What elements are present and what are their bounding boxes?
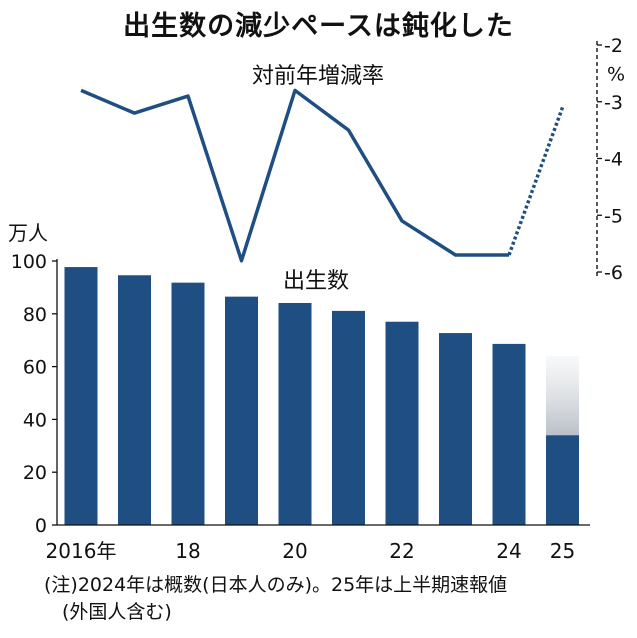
x-tick-label: 18 bbox=[175, 539, 200, 563]
left-tick-label: 80 bbox=[23, 304, 47, 326]
bar bbox=[332, 310, 365, 525]
bars bbox=[57, 267, 590, 526]
bar-series-label: 出生数 bbox=[283, 269, 349, 294]
bar bbox=[118, 275, 151, 525]
bar bbox=[492, 343, 526, 525]
bar bbox=[385, 321, 419, 525]
left-tick-label: 40 bbox=[23, 409, 47, 431]
left-unit-label: 万人 bbox=[8, 221, 48, 245]
left-tick-label: 100 bbox=[11, 251, 47, 273]
rate-line-dashed bbox=[507, 106, 565, 256]
chart-title: 出生数の減少ペースは鈍化した bbox=[123, 11, 514, 42]
left-tick-label: 60 bbox=[23, 357, 47, 379]
right-tick-label: -5 bbox=[604, 205, 623, 227]
x-tick-label: 20 bbox=[282, 539, 307, 563]
bar bbox=[64, 267, 98, 525]
footnote-1: (注)2024年は概数(日本人のみ)。25年は上半期速報値 bbox=[44, 574, 508, 596]
line-series-label: 対前年増減率 bbox=[252, 64, 384, 89]
rate-line-solid bbox=[80, 88, 509, 263]
bar bbox=[171, 282, 205, 525]
right-unit-label: % bbox=[607, 63, 625, 85]
x-tick-label: 2016年 bbox=[46, 539, 117, 563]
right-tick-label: -6 bbox=[604, 262, 623, 284]
bar bbox=[225, 296, 258, 525]
right-tick-label: -3 bbox=[604, 92, 623, 114]
left-tick-label: 0 bbox=[35, 515, 47, 537]
bar-estimate-region bbox=[546, 356, 579, 436]
bar bbox=[546, 435, 579, 525]
left-axis: 0 20 40 60 80 100 万人 bbox=[8, 221, 58, 537]
x-tick-label: 22 bbox=[389, 539, 414, 563]
x-axis: 2016年 18 20 22 24 25 bbox=[46, 539, 576, 563]
bar bbox=[278, 302, 312, 525]
rate-line bbox=[80, 88, 565, 263]
right-tick-label: -4 bbox=[604, 149, 623, 171]
x-tick-label: 25 bbox=[550, 539, 575, 563]
bar bbox=[439, 333, 472, 525]
x-tick-label: 24 bbox=[496, 539, 521, 563]
left-tick-label: 20 bbox=[23, 462, 47, 484]
right-axis: -2 -3 -4 -5 -6% bbox=[596, 35, 625, 284]
footnote-2: (外国人含む) bbox=[62, 601, 172, 623]
right-tick-label: -2 bbox=[604, 35, 623, 57]
